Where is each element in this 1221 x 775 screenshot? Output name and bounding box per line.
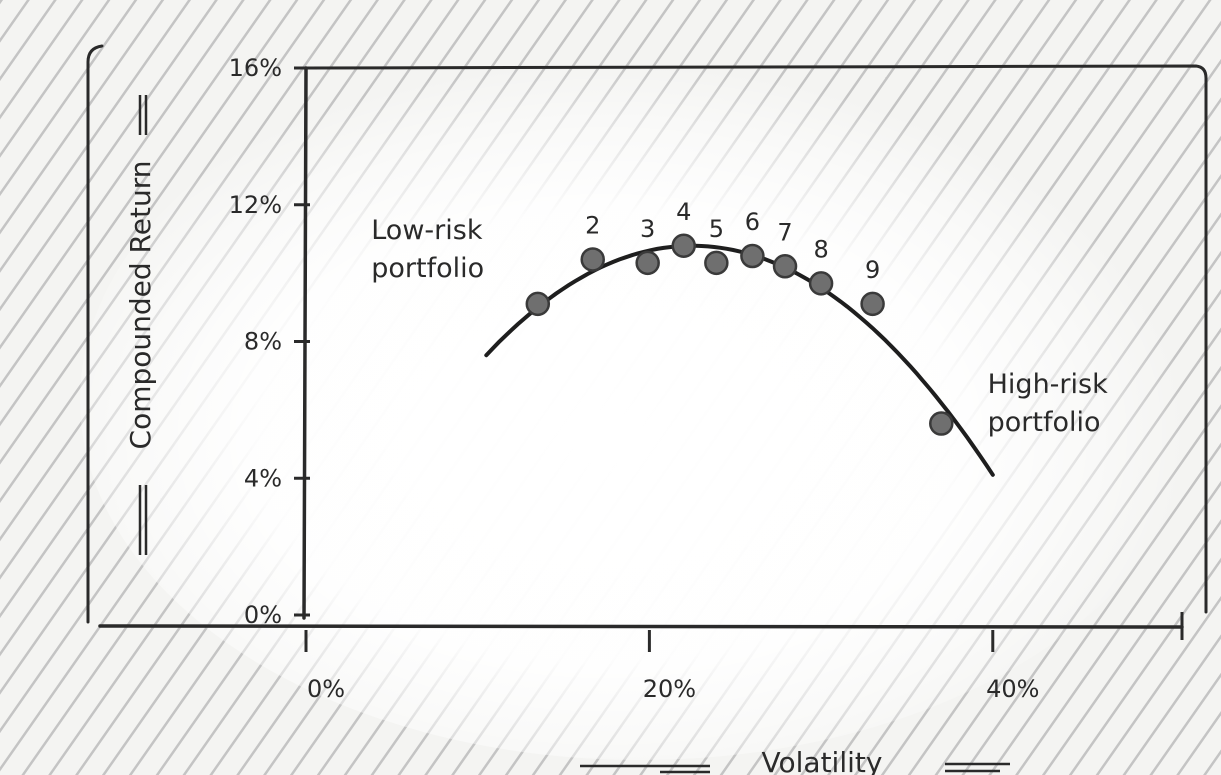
y-ticks: 0% 4% 8% 12% 16% [229,54,310,629]
annotations: Low-risk portfolio High-risk portfolio [371,215,1108,438]
x-axis-title-group: Volatility [580,746,1010,775]
data-point-label: 3 [640,215,655,243]
y-axis-title: Compounded Return [124,161,157,450]
annotation-text: portfolio [988,407,1101,438]
data-point-label: 5 [709,215,724,243]
y-tick-label: 16% [229,54,282,82]
x-tick-label: 20% [643,675,696,703]
x-axis-line [98,624,1184,629]
data-point-label: 8 [813,235,828,263]
x-tick-label: 40% [986,675,1039,703]
data-point-label: 6 [745,208,760,236]
data-point-label: 4 [676,198,691,226]
plot-frame-top-right [304,64,1208,614]
annotation-text: High-risk [988,369,1108,400]
x-ticks: 0% 20% 40% [304,630,1039,703]
data-point [860,291,885,317]
data-point [740,243,765,269]
y-tick-label: 4% [244,464,282,492]
background-clear-area [80,40,1200,760]
data-point [525,291,551,317]
data-points: 2 345 6 78 9 [525,198,954,436]
y-tick-label: 8% [244,328,282,356]
data-point [704,250,729,276]
y-tick-label: 0% [244,601,282,629]
data-point [808,271,834,296]
data-point [635,250,660,276]
data-point [772,254,798,279]
data-point-label: 2 [585,211,600,239]
annotation-text: portfolio [371,253,484,284]
y-axis-bracket [86,44,104,624]
data-point-label: 7 [777,218,792,246]
x-tick-label: 0% [307,675,345,703]
y-tick-label: 12% [229,191,282,219]
data-point [671,233,696,259]
fit-curve [484,243,995,477]
data-point [929,411,954,436]
data-point-label: 9 [865,256,880,284]
y-axis-title-group: Compounded Return [124,95,157,555]
x-axis-title: Volatility [762,746,883,775]
data-point [580,247,605,272]
annotation-text: Low-risk [371,215,483,246]
